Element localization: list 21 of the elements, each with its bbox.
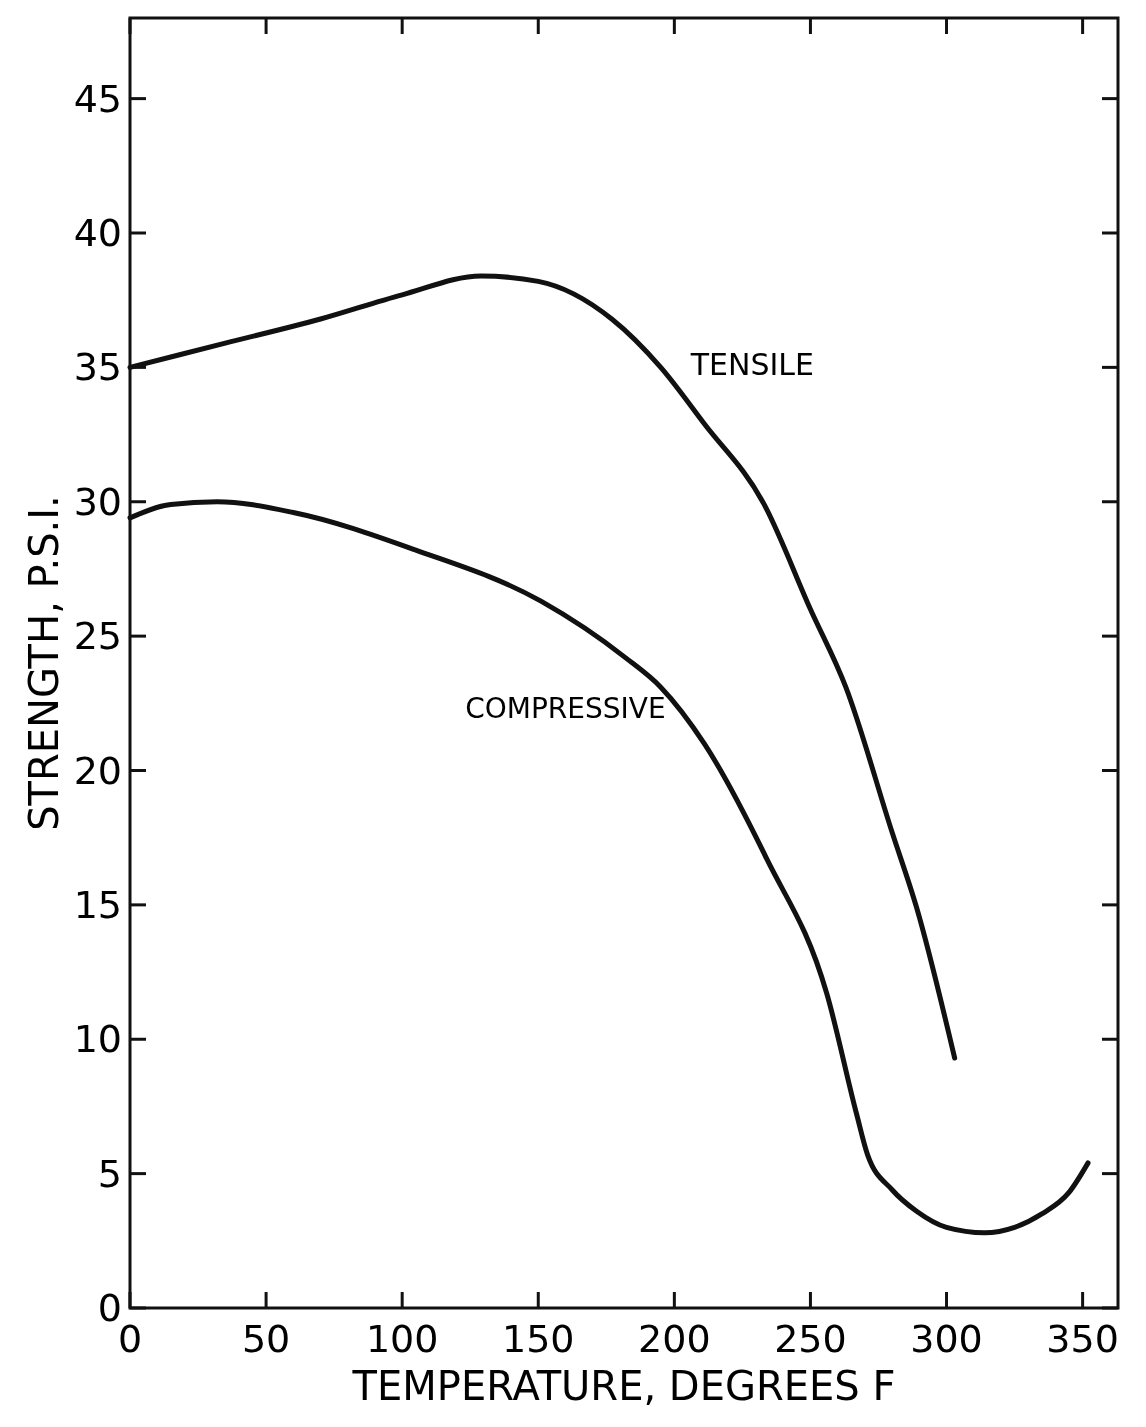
y-tick-label: 35 [73, 345, 122, 390]
series-label: COMPRESSIVE [465, 691, 666, 725]
y-axis-title: STRENGTH, P.S.I. [21, 495, 67, 831]
x-axis-title: TEMPERATURE, DEGREES F [351, 1363, 896, 1409]
y-tick-label: 20 [73, 748, 122, 793]
x-tick-label: 200 [638, 1317, 711, 1361]
y-tick-label: 25 [73, 614, 122, 659]
y-tick-label: 15 [73, 882, 122, 927]
x-tick-label: 150 [502, 1317, 575, 1361]
y-tick-label: 5 [97, 1151, 122, 1196]
y-tick-label: 30 [73, 479, 122, 524]
x-tick-label: 350 [1046, 1317, 1119, 1361]
x-tick-label: 100 [365, 1317, 439, 1361]
y-tick-label: 40 [73, 211, 122, 255]
y-tick-label: 10 [73, 1017, 122, 1062]
series-label: TENSILE [689, 347, 815, 383]
x-tick-label: 250 [774, 1317, 847, 1361]
x-tick-label: 50 [241, 1317, 291, 1361]
y-tick-label: 45 [73, 76, 122, 121]
y-tick-label: 0 [97, 1286, 122, 1330]
x-tick-label: 300 [910, 1317, 983, 1361]
